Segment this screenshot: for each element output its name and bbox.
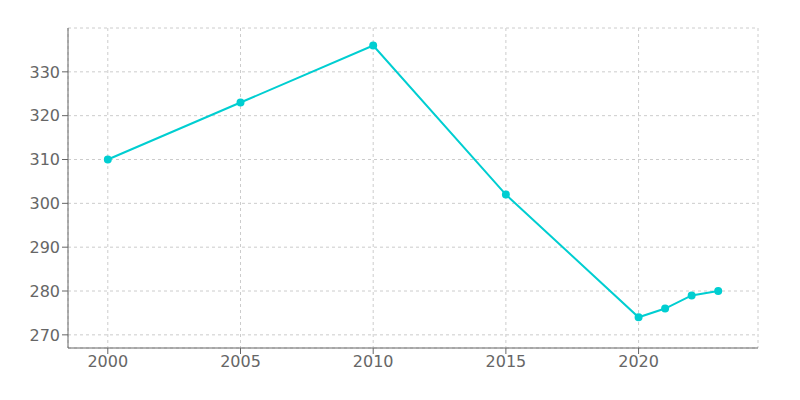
svg-text:290: 290 (29, 238, 60, 257)
svg-text:2010: 2010 (353, 352, 394, 371)
svg-text:270: 270 (29, 326, 60, 345)
svg-text:310: 310 (29, 150, 60, 169)
svg-text:2000: 2000 (87, 352, 128, 371)
svg-text:2020: 2020 (618, 352, 659, 371)
svg-text:330: 330 (29, 63, 60, 82)
svg-text:280: 280 (29, 282, 60, 301)
svg-text:320: 320 (29, 106, 60, 125)
svg-text:2015: 2015 (486, 352, 527, 371)
svg-text:300: 300 (29, 194, 60, 213)
svg-text:2005: 2005 (220, 352, 261, 371)
